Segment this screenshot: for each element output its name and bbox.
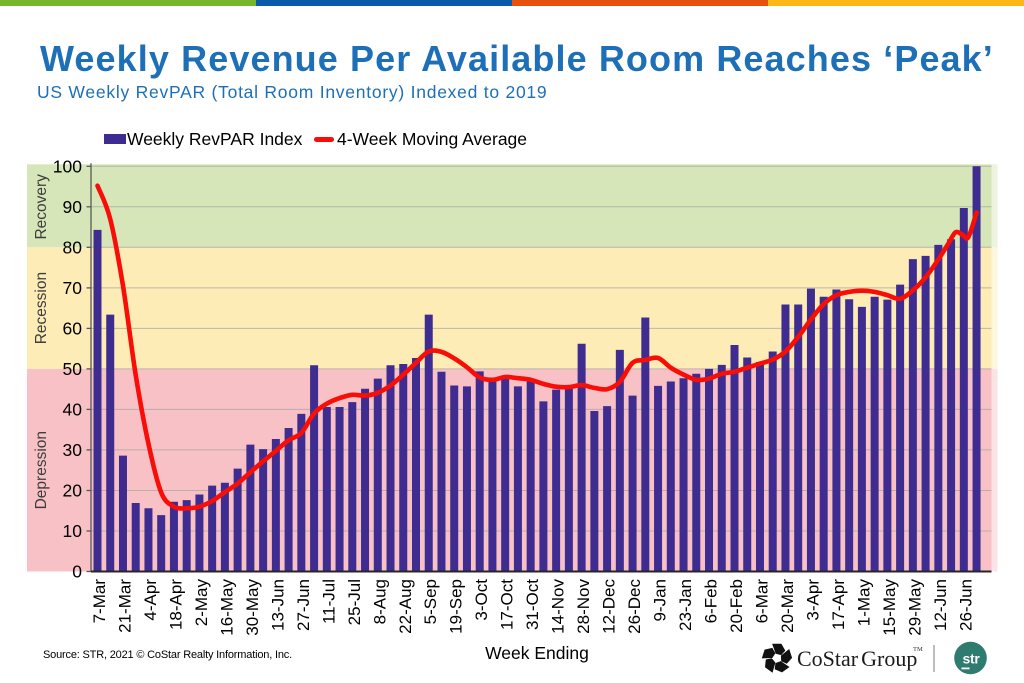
svg-text:30-May: 30-May: [243, 579, 262, 636]
svg-text:7-Mar: 7-Mar: [90, 579, 109, 624]
svg-text:80: 80: [63, 237, 83, 257]
svg-text:21-Mar: 21-Mar: [116, 579, 135, 633]
svg-text:3-Apr: 3-Apr: [803, 579, 822, 621]
svg-text:100: 100: [53, 156, 82, 176]
svg-text:20-Feb: 20-Feb: [727, 579, 746, 633]
svg-text:26-Dec: 26-Dec: [625, 579, 644, 634]
svg-text:90: 90: [63, 197, 83, 217]
svg-text:31-Oct: 31-Oct: [523, 579, 542, 630]
svg-text:19-Sep: 19-Sep: [447, 579, 466, 634]
svg-text:11-Jul: 11-Jul: [319, 579, 338, 624]
svg-text:8-Aug: 8-Aug: [370, 579, 389, 624]
svg-text:12-Jun: 12-Jun: [931, 579, 950, 631]
svg-text:20-Mar: 20-Mar: [778, 579, 797, 633]
svg-text:50: 50: [63, 359, 83, 379]
svg-text:0: 0: [72, 562, 82, 582]
svg-text:22-Aug: 22-Aug: [396, 579, 415, 634]
svg-text:70: 70: [63, 278, 83, 298]
svg-text:20: 20: [63, 481, 83, 501]
svg-text:Recession: Recession: [33, 272, 50, 344]
svg-text:40: 40: [63, 399, 83, 419]
svg-text:15-May: 15-May: [880, 579, 899, 636]
svg-text:12-Dec: 12-Dec: [600, 579, 619, 634]
svg-text:23-Jan: 23-Jan: [676, 579, 695, 631]
svg-text:TM: TM: [913, 646, 923, 653]
svg-text:3-Oct: 3-Oct: [472, 579, 491, 621]
svg-text:60: 60: [63, 318, 83, 338]
svg-text:16-May: 16-May: [217, 579, 236, 636]
svg-text:29-May: 29-May: [905, 579, 924, 636]
svg-text:10: 10: [63, 521, 83, 541]
svg-text:26-Jun: 26-Jun: [956, 579, 975, 631]
svg-text:4-Apr: 4-Apr: [141, 579, 160, 621]
svg-text:28-Nov: 28-Nov: [574, 579, 593, 634]
svg-text:17-Oct: 17-Oct: [498, 579, 517, 630]
svg-text:str: str: [963, 651, 981, 667]
svg-text:27-Jun: 27-Jun: [294, 579, 313, 631]
svg-text:Recovery: Recovery: [33, 174, 50, 240]
svg-text:18-Apr: 18-Apr: [166, 579, 185, 630]
svg-text:14-Nov: 14-Nov: [549, 579, 568, 634]
svg-text:2-May: 2-May: [192, 579, 211, 627]
svg-text:25-Jul: 25-Jul: [345, 579, 364, 625]
svg-text:30: 30: [63, 440, 83, 460]
svg-text:1-May: 1-May: [854, 579, 873, 627]
svg-text:Depression: Depression: [33, 431, 50, 509]
svg-text:6-Mar: 6-Mar: [753, 579, 772, 624]
svg-text:5-Sep: 5-Sep: [421, 579, 440, 624]
svg-text:17-Apr: 17-Apr: [829, 579, 848, 630]
svg-text:13-Jun: 13-Jun: [268, 579, 287, 631]
svg-text:9-Jan: 9-Jan: [651, 579, 670, 622]
svg-text:6-Feb: 6-Feb: [702, 579, 721, 623]
